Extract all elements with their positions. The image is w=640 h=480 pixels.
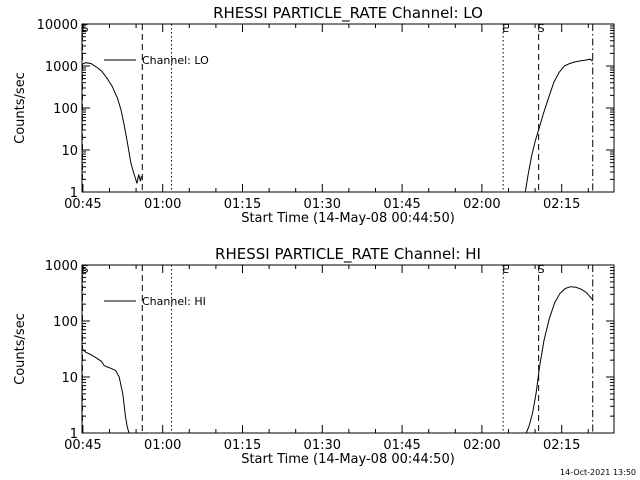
chart-title: RHESSI PARTICLE_RATE Channel: HI [215, 245, 481, 264]
x-axis-label: Start Time (14-May-08 00:44:50) [241, 452, 455, 467]
footer-timestamp: 14-Oct-2021 13:50 [560, 468, 636, 477]
y-axis-label: Counts/sec [13, 313, 28, 385]
legend-label: Channel: HI [142, 295, 206, 308]
x-axis-label: Start Time (14-May-08 00:44:50) [241, 211, 455, 226]
x-tick-label: 01:15 [224, 438, 261, 453]
x-tick-label: 02:15 [543, 197, 580, 212]
x-tick-label: 01:00 [144, 438, 181, 453]
event-marker-label: S [538, 22, 545, 35]
y-tick-label: 10 [61, 144, 78, 159]
x-tick-label: 02:00 [463, 438, 500, 453]
series-line-segment [525, 286, 594, 434]
event-marker-label: S [81, 263, 88, 276]
y-tick-label: 10 [61, 371, 78, 386]
x-tick-label: 01:15 [224, 197, 261, 212]
event-marker-label: E [502, 22, 509, 35]
x-tick-label: 00:45 [64, 438, 101, 453]
event-marker-label: S [538, 263, 545, 276]
chart-title: RHESSI PARTICLE_RATE Channel: LO [213, 4, 483, 23]
y-tick-label: 1 [70, 427, 78, 442]
y-tick-label: 1000 [45, 60, 78, 75]
plot-frame [81, 264, 615, 434]
y-tick-label: 100 [53, 102, 78, 117]
y-tick-label: 1000 [45, 259, 78, 274]
x-tick-label: 02:15 [543, 438, 580, 453]
series-line-segment [524, 58, 594, 193]
x-tick-label: 02:00 [463, 197, 500, 212]
y-tick-label: 100 [53, 315, 78, 330]
legend-label: Channel: LO [142, 54, 209, 67]
plot-frame [81, 23, 615, 193]
plot-panel-1 [81, 264, 615, 434]
event-marker-label: E [502, 263, 509, 276]
y-axis-label: Counts/sec [13, 72, 28, 144]
series-line-segment [81, 348, 130, 434]
x-tick-label: 01:45 [383, 197, 420, 212]
x-tick-label: 01:30 [304, 438, 341, 453]
y-tick-label: 10000 [37, 18, 78, 33]
plot-panel-0 [81, 23, 615, 193]
y-tick-label: 1 [70, 186, 78, 201]
x-tick-label: 01:45 [383, 438, 420, 453]
x-tick-label: 00:45 [64, 197, 101, 212]
series-line-segment [81, 62, 142, 184]
event-marker-label: S [81, 22, 88, 35]
x-tick-label: 01:00 [144, 197, 181, 212]
x-tick-label: 01:30 [304, 197, 341, 212]
